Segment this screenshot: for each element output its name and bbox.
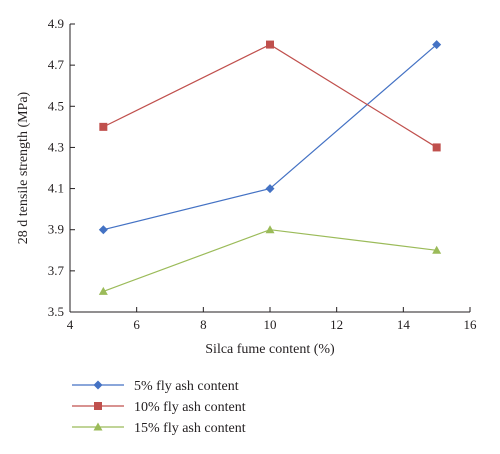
series-3-point bbox=[265, 225, 275, 234]
x-tick-label: 4 bbox=[67, 317, 74, 332]
legend-series-3-label: 15% fly ash content bbox=[134, 421, 246, 436]
series-1-point bbox=[432, 40, 442, 50]
series-1-point bbox=[265, 184, 275, 194]
y-tick-label: 4.3 bbox=[48, 139, 64, 154]
series-3-point bbox=[98, 286, 108, 295]
series-2-point bbox=[432, 143, 441, 152]
y-tick-label: 3.7 bbox=[48, 263, 65, 278]
x-tick-label: 10 bbox=[264, 317, 277, 332]
series-2-line bbox=[103, 43, 437, 148]
series-3-point bbox=[432, 245, 442, 254]
y-tick-label: 4.9 bbox=[48, 16, 64, 31]
axes: 3.5 3.7 3.9 4.1 4.3 4.5 4.7 4.9 4 6 8 10 12 14 16 bbox=[48, 16, 477, 332]
legend-series-1-label: 5% fly ash content bbox=[134, 379, 239, 394]
x-tick-label: 16 bbox=[464, 317, 478, 332]
legend-series-3-marker bbox=[93, 422, 103, 431]
x-tick-label: 8 bbox=[200, 317, 207, 332]
y-tick-label: 4.7 bbox=[48, 57, 65, 72]
y-tick-label: 3.9 bbox=[48, 222, 64, 237]
legend: 5% fly ash content 10% fly ash content 15%… bbox=[72, 379, 246, 436]
series-2-point bbox=[99, 122, 108, 131]
series-3-line bbox=[103, 229, 437, 292]
series-2-point bbox=[266, 40, 274, 49]
x-axis-title: Silca fume content (%) bbox=[205, 342, 335, 357]
series-1-point bbox=[98, 225, 108, 235]
y-tick-label: 4.1 bbox=[48, 181, 64, 196]
y-axis-title: 28 d tensile strength (MPa) bbox=[16, 91, 31, 244]
y-tick-label: 4.5 bbox=[48, 98, 64, 113]
legend-series-2-marker bbox=[94, 402, 102, 410]
x-tick-label: 6 bbox=[133, 317, 140, 332]
series-1-line bbox=[103, 44, 438, 231]
x-tick-label: 12 bbox=[330, 317, 343, 332]
plot-area bbox=[98, 40, 442, 295]
legend-series-2-label: 10% fly ash content bbox=[134, 400, 246, 415]
x-tick-label: 14 bbox=[397, 317, 411, 332]
legend-series-1-marker bbox=[93, 380, 103, 390]
y-tick-label: 3.5 bbox=[48, 304, 64, 319]
